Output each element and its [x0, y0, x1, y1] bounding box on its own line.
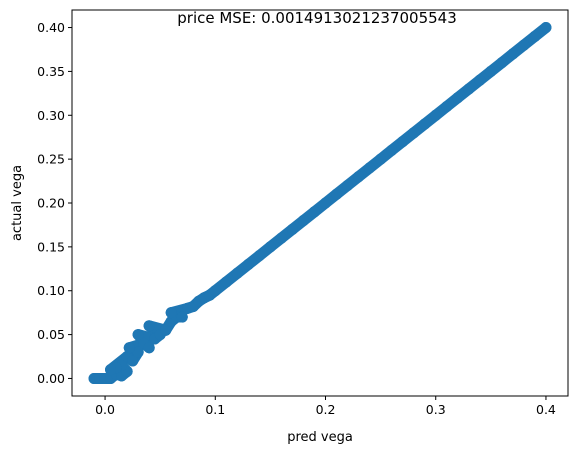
scatter-point — [441, 101, 453, 112]
scatter-point — [485, 65, 497, 77]
scatter-point — [275, 232, 287, 244]
scatter-point — [408, 127, 420, 139]
x-tick-label: 0.4 — [536, 402, 556, 417]
scatter-point — [132, 346, 144, 358]
scatter-point — [176, 311, 188, 323]
scatter-point — [123, 342, 135, 354]
y-axis: 0.00 0.05 0.10 0.15 0.20 0.25 0.30 0.35 0.40 — [37, 20, 72, 386]
scatter-point — [518, 39, 530, 51]
scatter-point — [397, 136, 409, 148]
scatter-point — [105, 364, 117, 376]
y-tick-label: 0.30 — [37, 108, 65, 123]
scatter-point — [253, 250, 265, 262]
y-axis-label: actual vega — [10, 165, 25, 241]
y-tick-label: 0.15 — [37, 239, 65, 254]
scatter-points — [88, 22, 552, 384]
x-axis-label: pred vega — [287, 430, 353, 445]
scatter-point — [297, 215, 309, 227]
scatter-point — [474, 74, 486, 86]
x-tick-label: 0.2 — [316, 402, 336, 417]
y-tick-label: 0.35 — [37, 64, 65, 79]
scatter-point — [160, 324, 172, 336]
scatter-point — [127, 355, 139, 367]
scatter-point — [242, 258, 254, 270]
y-tick-label: 0.25 — [37, 152, 65, 167]
scatter-point — [375, 153, 387, 165]
scatter-point — [331, 188, 343, 200]
chart-title: price MSE: 0.0014913021237005543 — [177, 9, 457, 27]
scatter-point — [308, 206, 320, 218]
scatter-point — [507, 48, 519, 60]
scatter-point — [364, 162, 376, 174]
y-tick-label: 0.40 — [37, 20, 65, 35]
y-tick-label: 0.05 — [37, 327, 65, 342]
x-axis: 0.0 0.1 0.2 0.3 0.4 — [95, 396, 556, 417]
x-tick-label: 0.0 — [95, 402, 115, 417]
y-tick-label: 0.20 — [37, 196, 65, 211]
x-tick-label: 0.3 — [426, 402, 446, 417]
scatter-point — [540, 22, 552, 34]
y-tick-label: 0.10 — [37, 283, 65, 298]
scatter-point — [496, 57, 508, 69]
scatter-point — [463, 83, 475, 95]
scatter-point — [386, 144, 398, 156]
scatter-point — [419, 118, 431, 130]
scatter-point — [529, 30, 541, 42]
scatter-point — [231, 267, 243, 279]
scatter-point — [165, 307, 177, 319]
scatter-point — [220, 276, 232, 288]
scatter-point — [143, 320, 155, 332]
scatter-point — [143, 342, 155, 354]
scatter-point — [132, 329, 144, 341]
x-tick-label: 0.1 — [205, 402, 225, 417]
y-tick-label: 0.00 — [37, 371, 65, 386]
scatter-point — [353, 171, 365, 183]
scatter-point — [342, 179, 354, 191]
scatter-point — [209, 285, 221, 297]
scatter-point — [264, 241, 276, 253]
scatter-point — [320, 197, 332, 209]
scatter-point — [286, 223, 298, 235]
scatter-point — [430, 109, 442, 121]
scatter-point — [452, 92, 464, 104]
